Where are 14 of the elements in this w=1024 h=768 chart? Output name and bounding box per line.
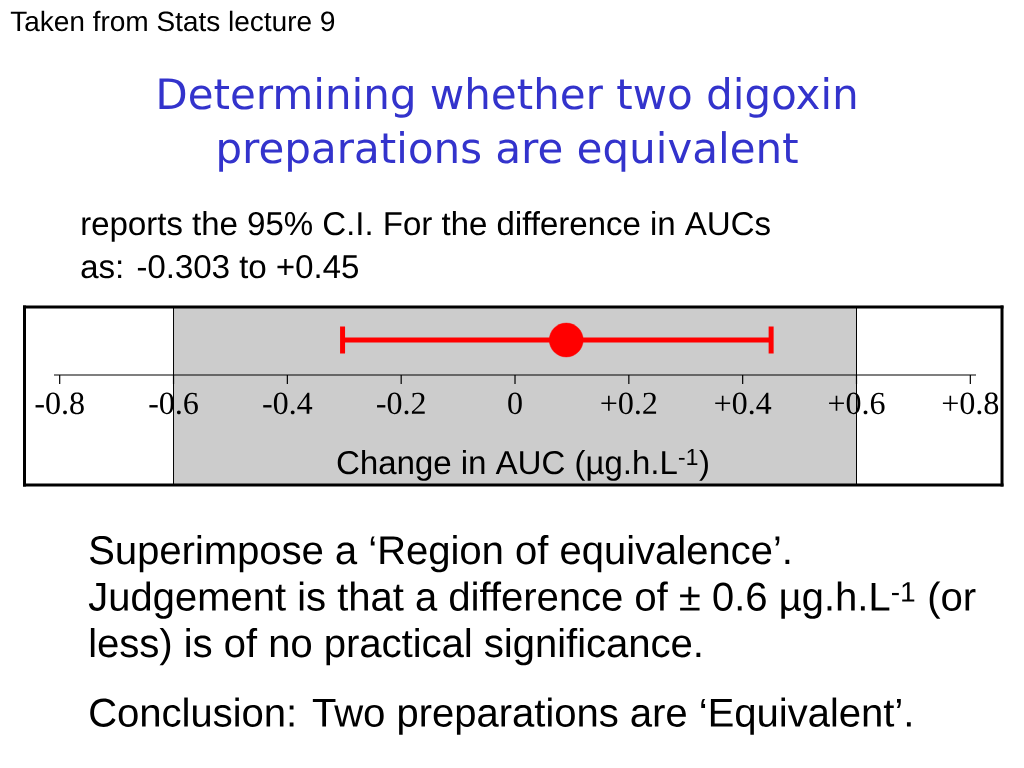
x-tick-label: 0 bbox=[508, 392, 522, 415]
x-tick-label: +0.4 bbox=[715, 392, 772, 415]
x-axis-title: Change in AUC (µg.h.L$^{-1}$) bbox=[337, 449, 708, 481]
x-tick-label: -0.4 bbox=[263, 392, 313, 415]
text: Taken from Stats lecture 9 bbox=[10, 10, 335, 32]
x-tick-label: -0.8 bbox=[35, 392, 84, 415]
text: Superimpose a ‘Region of equivalence’. bbox=[90, 535, 790, 573]
text: Conclusion: Two preparations are ‘Equivalent’. bbox=[90, 697, 911, 735]
x-tick-label: +0.8 bbox=[942, 392, 999, 415]
text: Judgement is that a difference of ± 0.6 µg.h.L$^{-1}$ (or less) is of no practical significance. bbox=[88, 581, 976, 666]
x-tick-label: -0.2 bbox=[377, 392, 425, 415]
x-tick-label: +0.2 bbox=[601, 392, 657, 415]
chart-title: Determining whether two digoxin preparations are equivalent bbox=[159, 77, 856, 172]
chart-subtitle: reports the 95% C.I. For the difference in AUCs as: -0.303 to +0.45 bbox=[81, 211, 770, 279]
